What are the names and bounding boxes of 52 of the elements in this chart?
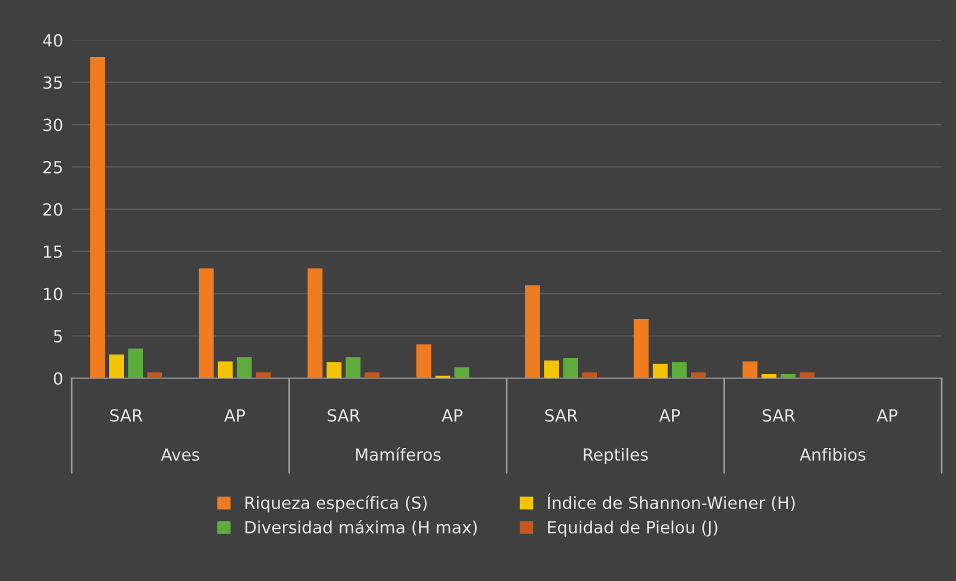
x-tick-label: SAR	[762, 409, 795, 422]
bar	[582, 372, 598, 378]
bar	[525, 285, 540, 378]
x-tick-label: SAR	[545, 409, 578, 422]
y-tick-label: 30	[43, 118, 62, 132]
legend-label: Diversidad máxima (H max)	[246, 520, 477, 536]
bar	[800, 372, 815, 378]
bar	[147, 372, 162, 378]
bar	[563, 358, 578, 378]
y-tick-label: 0	[54, 372, 62, 385]
bar	[672, 362, 687, 378]
bar	[256, 372, 271, 378]
y-tick-label: 35	[43, 76, 62, 89]
bar	[634, 319, 649, 378]
bar	[544, 360, 559, 378]
bar	[652, 364, 668, 378]
bar	[109, 354, 124, 378]
bar	[308, 268, 322, 378]
y-tick-label: 15	[44, 246, 62, 258]
bar	[218, 361, 233, 378]
bar	[742, 361, 758, 378]
bar	[364, 372, 380, 378]
bar	[236, 357, 252, 378]
legend-label: Riqueza específica (S)	[246, 495, 427, 512]
legend-label: Equidad de Pielou (J)	[548, 520, 718, 537]
bar	[762, 374, 776, 378]
bar	[454, 367, 470, 378]
bar	[198, 268, 214, 378]
y-tick-label: 20	[43, 203, 62, 216]
x-tick-label: SAR	[110, 409, 143, 422]
y-tick-label: 10	[44, 288, 62, 300]
bar	[346, 357, 360, 378]
x-tick-label: AP	[876, 409, 898, 422]
x-tick-label: AP	[442, 409, 462, 422]
legend-label: Índice de Shannon-Wiener (H)	[548, 493, 795, 512]
bar	[780, 374, 796, 378]
x-tick-label: AP	[224, 409, 245, 422]
y-tick-label: 25	[43, 160, 62, 174]
bar	[326, 362, 342, 378]
y-tick-label: 5	[54, 330, 62, 343]
text: Aves	[160, 448, 200, 461]
y-tick-label: 40	[42, 34, 62, 47]
text: Anfibios	[800, 448, 866, 461]
bar	[416, 344, 432, 378]
text: Reptiles	[584, 448, 648, 464]
bar	[128, 348, 144, 378]
bar	[690, 372, 706, 378]
x-tick-label: AP	[659, 409, 680, 422]
x-tick-label: SAR	[328, 409, 360, 422]
text: Mamíferos	[356, 447, 441, 461]
bar	[90, 56, 105, 378]
bar	[435, 376, 450, 378]
